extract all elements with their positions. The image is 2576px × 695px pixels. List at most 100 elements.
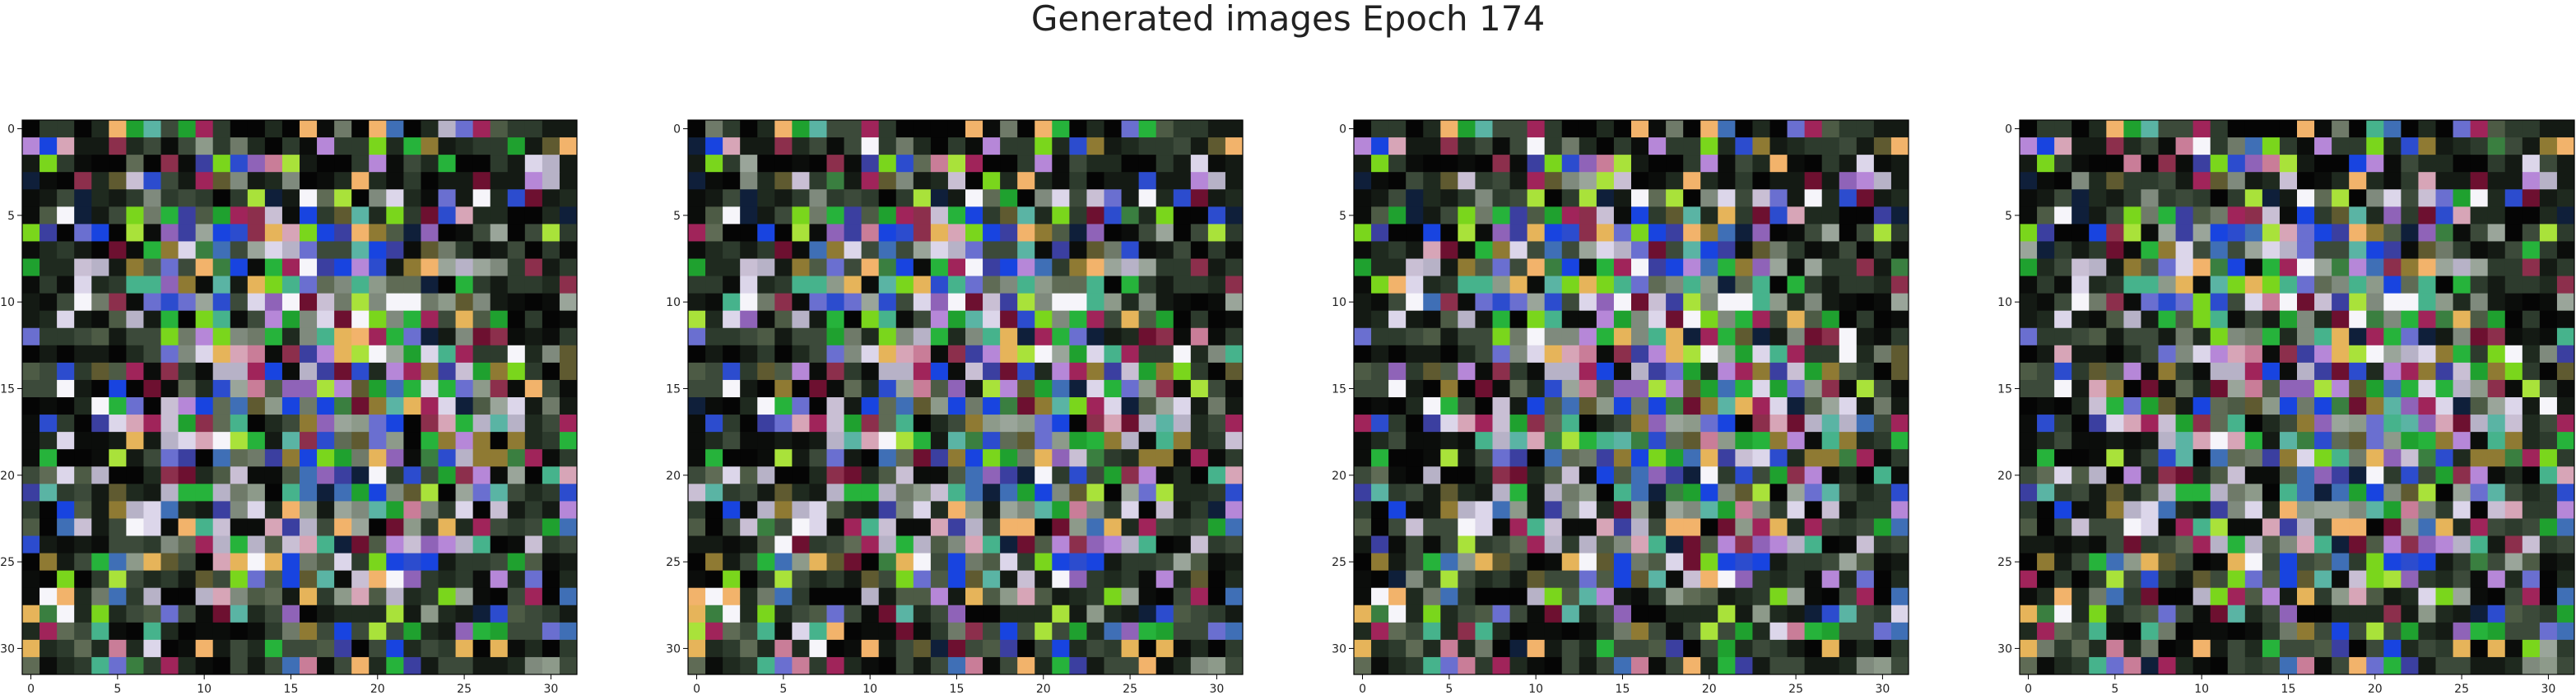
- pixel-cell: [1839, 155, 1858, 173]
- pixel-cell: [1225, 120, 1244, 138]
- pixel-cell: [2556, 379, 2575, 398]
- pixel-cell: [2453, 397, 2471, 415]
- pixel-cell: [965, 224, 983, 242]
- pixel-cell: [542, 518, 560, 536]
- pixel-cell: [705, 656, 723, 675]
- pixel-cell: [542, 466, 560, 484]
- pixel-cell: [2141, 605, 2159, 623]
- pixel-cell: [965, 449, 983, 467]
- pixel-cell: [1017, 224, 1035, 242]
- pixel-cell: [351, 605, 370, 623]
- pixel-cell: [1839, 484, 1858, 502]
- pixel-cell: [1666, 241, 1684, 259]
- pixel-cell: [1683, 622, 1701, 641]
- pixel-cell: [143, 241, 161, 259]
- pixel-cell: [1354, 258, 1372, 277]
- pixel-cell: [195, 518, 214, 536]
- pixel-cell: [965, 258, 983, 277]
- pixel-cell: [109, 327, 127, 346]
- pixel-cell: [421, 432, 439, 450]
- pixel-cell: [334, 553, 352, 572]
- pixel-cell: [1631, 155, 1649, 173]
- pixel-cell: [2141, 172, 2159, 190]
- pixel-cell: [1155, 397, 1174, 415]
- pixel-cell: [1613, 379, 1632, 398]
- pixel-cell: [2297, 432, 2315, 450]
- pixel-cell: [126, 484, 144, 502]
- pixel-cell: [109, 276, 127, 294]
- pixel-cell: [792, 327, 810, 346]
- pixel-cell: [1000, 535, 1018, 554]
- pixel-cell: [2089, 379, 2107, 398]
- pixel-cell: [1596, 379, 1615, 398]
- pixel-cell: [1086, 137, 1104, 155]
- pixel-cell: [2279, 137, 2298, 155]
- pixel-cell: [1873, 570, 1892, 589]
- pixel-cell: [1440, 241, 1458, 259]
- pixel-cell: [143, 258, 161, 277]
- pixel-cell: [861, 570, 880, 589]
- pixel-cell: [1527, 501, 1546, 519]
- pixel-cell: [1613, 276, 1632, 294]
- pixel-cell: [1475, 345, 1493, 364]
- pixel-cell: [2158, 224, 2177, 242]
- pixel-cell: [1509, 120, 1528, 138]
- pixel-cell: [757, 362, 775, 381]
- pixel-cell: [40, 276, 58, 294]
- pixel-cell: [1207, 553, 1226, 572]
- pixel-cell: [1648, 241, 1667, 259]
- pixel-cell: [334, 656, 352, 675]
- pixel-cell: [2279, 501, 2298, 519]
- pixel-cell: [1631, 587, 1649, 606]
- pixel-cell: [91, 466, 109, 484]
- pixel-cell: [809, 449, 827, 467]
- pixel-cell: [1069, 258, 1087, 277]
- pixel-cell: [524, 397, 543, 415]
- pixel-cell: [757, 570, 775, 589]
- pixel-cell: [195, 189, 214, 207]
- pixel-cell: [1821, 137, 1840, 155]
- pixel-cell: [1856, 449, 1875, 467]
- pixel-cell: [507, 258, 526, 277]
- pixel-cell: [2453, 362, 2471, 381]
- pixel-cell: [826, 137, 845, 155]
- pixel-cell: [1509, 293, 1528, 312]
- pixel-cell: [723, 258, 741, 277]
- pixel-cell: [2244, 189, 2263, 207]
- pixel-cell: [1509, 449, 1528, 467]
- pixel-cell: [774, 622, 793, 641]
- pixel-cell: [212, 466, 231, 484]
- x-tick-label: 25: [457, 683, 472, 695]
- pixel-cell: [1086, 449, 1104, 467]
- pixel-cell: [317, 362, 335, 381]
- pixel-cell: [2227, 415, 2246, 433]
- pixel-cell: [40, 449, 58, 467]
- pixel-cell: [126, 345, 144, 364]
- pixel-cell: [1596, 570, 1615, 589]
- pixel-cell: [178, 501, 197, 519]
- pixel-cell: [2487, 397, 2506, 415]
- pixel-cell: [1121, 415, 1140, 433]
- pixel-cell: [1035, 484, 1053, 502]
- pixel-cell: [507, 449, 526, 467]
- pixel-cell: [1492, 587, 1511, 606]
- pixel-cell: [369, 397, 387, 415]
- pixel-cell: [1579, 137, 1597, 155]
- pixel-cell: [2556, 639, 2575, 658]
- pixel-cell: [1173, 622, 1192, 641]
- pixel-cell: [2089, 345, 2107, 364]
- pixel-cell: [2556, 362, 2575, 381]
- pixel-cell: [2020, 120, 2038, 138]
- pixel-cell: [2383, 639, 2402, 658]
- x-tick-label: 10: [197, 683, 212, 695]
- pixel-cell: [1458, 345, 1476, 364]
- pixel-cell: [91, 293, 109, 312]
- pixel-cell: [386, 501, 404, 519]
- pixel-cell: [2123, 293, 2141, 312]
- pixel-cell: [1561, 172, 1580, 190]
- pixel-cell: [1735, 605, 1753, 623]
- pixel-cell: [1354, 432, 1372, 450]
- pixel-cell: [1631, 656, 1649, 675]
- pixel-cell: [1492, 293, 1511, 312]
- pixel-cell: [757, 484, 775, 502]
